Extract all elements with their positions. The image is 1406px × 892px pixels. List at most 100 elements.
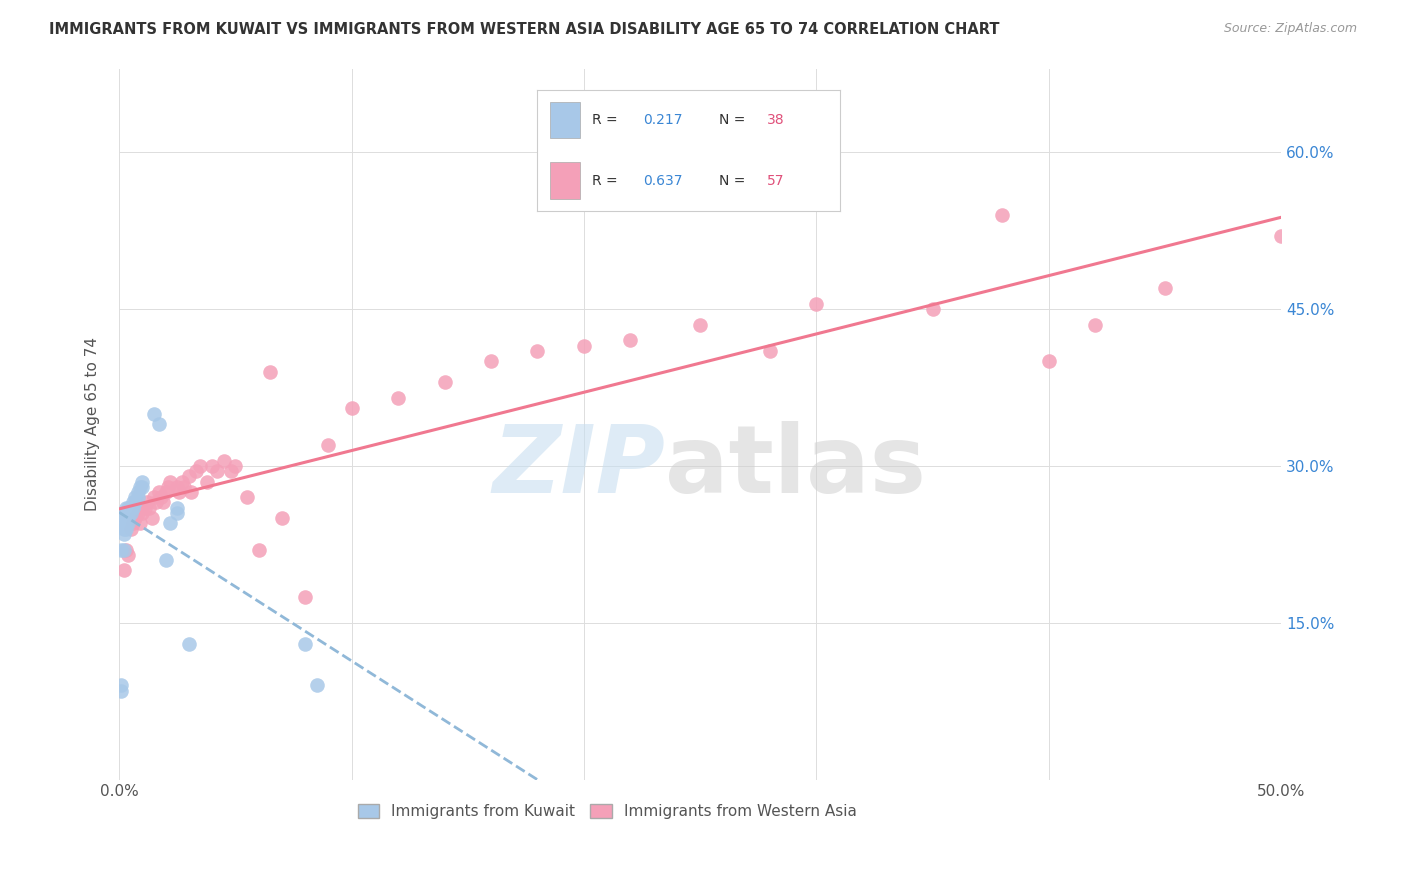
Point [127,485,149,500]
Point [156,480,179,494]
Point [305,678,328,692]
Point [159,475,181,489]
Point [124,511,146,525]
Legend: Immigrants from Kuwait, Immigrants from Western Asia: Immigrants from Kuwait, Immigrants from … [352,797,863,825]
Text: Source: ZipAtlas.com: Source: ZipAtlas.com [1223,22,1357,36]
Point [120,506,142,520]
Point [127,490,149,504]
Point [152,495,174,509]
Point [115,516,138,531]
Point [173,480,195,494]
Point [148,485,170,500]
Point [117,516,139,531]
Point [526,343,548,358]
Point [117,511,139,525]
Point [129,516,152,531]
Point [387,391,409,405]
Point [166,480,188,494]
Text: ZIP: ZIP [492,421,665,513]
Point [115,500,138,515]
Point [117,548,139,562]
Point [433,376,456,390]
Point [110,542,132,557]
Point [294,637,316,651]
Point [110,683,132,698]
Point [112,506,135,520]
Point [117,500,139,515]
Point [129,480,152,494]
Point [142,490,165,504]
Point [112,522,135,536]
Point [115,511,138,525]
Point [112,564,135,578]
Point [115,506,138,520]
Point [201,458,224,473]
Point [177,469,200,483]
Point [112,516,135,531]
Point [122,516,145,531]
Point [197,475,219,489]
Point [166,500,188,515]
Point [572,338,595,352]
Point [806,297,828,311]
Point [294,590,316,604]
Point [131,506,153,520]
Point [155,553,177,567]
Point [177,637,200,651]
Point [921,301,943,316]
Point [124,490,146,504]
Point [224,458,246,473]
Point [124,495,146,509]
Point [247,542,270,557]
Point [148,417,170,431]
Point [122,500,145,515]
Point [120,522,142,536]
Point [180,485,202,500]
Point [149,490,172,504]
Point [145,495,167,509]
Point [122,495,145,509]
Point [120,500,142,515]
Point [117,506,139,520]
Point [142,407,165,421]
Point [619,334,641,348]
Point [270,511,292,525]
Text: atlas: atlas [665,421,927,513]
Point [219,464,242,478]
Point [115,506,138,520]
Point [115,542,138,557]
Point [259,365,281,379]
Point [169,485,191,500]
Point [112,527,135,541]
Point [166,506,188,520]
Point [155,485,177,500]
Point [110,678,132,692]
Point [170,475,193,489]
Point [1084,318,1107,332]
Text: IMMIGRANTS FROM KUWAIT VS IMMIGRANTS FROM WESTERN ASIA DISABILITY AGE 65 TO 74 C: IMMIGRANTS FROM KUWAIT VS IMMIGRANTS FRO… [49,22,1000,37]
Y-axis label: Disability Age 65 to 74: Disability Age 65 to 74 [86,337,100,511]
Point [759,343,782,358]
Point [131,475,153,489]
Point [141,511,163,525]
Point [236,490,259,504]
Point [138,500,160,515]
Point [1038,354,1060,368]
Point [479,354,502,368]
Point [131,480,153,494]
Point [212,453,235,467]
Point [316,438,339,452]
Point [136,495,159,509]
Point [134,500,156,515]
Point [190,458,212,473]
Point [1154,281,1177,295]
Point [112,542,135,557]
Point [1270,228,1292,243]
Point [205,464,228,478]
Point [184,464,207,478]
Point [115,522,138,536]
Point [991,208,1014,222]
Point [340,401,363,416]
Point [159,516,181,531]
Point [127,506,149,520]
